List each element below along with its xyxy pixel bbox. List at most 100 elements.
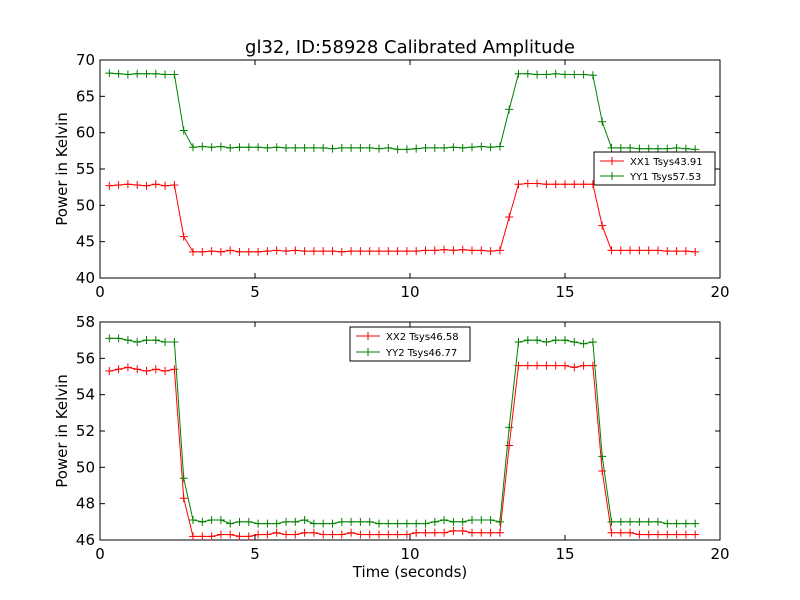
top-legend-marker-yy1 [608,172,616,180]
bottom-series-1-point-35 [430,517,439,526]
bottom-series-1-point-52 [588,337,597,346]
bottom-series-0-point-12 [216,530,225,539]
top-series-line-0 [109,183,696,253]
bottom-series-0-point-19 [282,530,290,539]
bottom-series-1-point-3 [133,337,142,346]
top-series-1-point-49 [561,70,569,79]
bottom-legend-label-yy2: YY2 Tsys46.77 [385,348,457,359]
top-series-0-point-11 [207,247,216,256]
top-y-tick-label-3: 55 [76,160,95,178]
top-series-1-point-19 [282,143,290,152]
top-series-1-point-0 [105,69,114,78]
top-series-0-point-12 [216,247,225,256]
top-series-0-point-21 [300,247,309,256]
top-series-0-point-2 [123,180,132,189]
bottom-series-1-point-28 [365,517,374,526]
bottom-series-0-point-51 [579,361,588,370]
bottom-y-tick-label-1: 48 [76,495,95,513]
bottom-legend-marker-xx2 [364,332,372,340]
top-series-1-point-26 [347,143,356,152]
top-series-1-point-4 [142,69,151,78]
bottom-series-1-point-50 [570,337,579,346]
bottom-series-0-point-36 [440,528,449,537]
bottom-series-0-point-42 [495,528,504,537]
bottom-legend-box [349,326,471,362]
bottom-series-0-point-56 [626,528,635,537]
bottom-series-1-point-18 [272,519,281,528]
bottom-series-0-point-50 [570,363,579,372]
bottom-series-1-point-61 [672,519,681,528]
top-series-0-point-28 [365,247,374,256]
bottom-series-1-point-49 [561,336,569,345]
top-series-1-point-57 [635,144,644,153]
bottom-series-0-point-3 [133,365,142,374]
top-series-0-point-4 [142,181,151,190]
bottom-series-line-0 [109,365,696,537]
bottom-series-0-point-11 [207,532,216,541]
bottom-series-0-point-59 [654,530,662,539]
top-series-0-point-8 [179,232,188,241]
top-series-1-point-25 [337,143,346,152]
chart-title: gl32, ID:58928 Calibrated Amplitude [245,37,575,58]
top-series-1-point-30 [384,143,393,152]
top-series-1-point-14 [235,143,244,152]
top-series-0-point-60 [663,247,672,256]
bottom-series-1-point-62 [681,519,690,528]
top-series-0-point-48 [551,180,560,189]
bottom-x-tick-label-3: 15 [555,545,574,563]
bottom-series-1-point-46 [533,336,542,345]
top-x-tick-label-0: 0 [95,283,105,301]
top-series-0-point-63 [691,247,700,256]
bottom-series-0-point-29 [375,530,383,539]
top-series-1-point-41 [486,143,495,152]
bottom-series-1-point-43 [505,423,514,432]
top-series-1-point-39 [468,143,476,152]
top-y-axis-label: Power in Kelvin [53,112,71,226]
bottom-series-0-point-27 [356,530,365,539]
top-series-0-point-25 [337,247,346,256]
top-series-1-point-46 [533,70,542,79]
top-series-0-point-34 [421,246,430,255]
top-series-0-point-49 [561,180,569,189]
top-series-1-point-1 [114,69,123,78]
top-series-1-point-36 [440,143,449,152]
top-series-1-point-37 [449,143,458,152]
top-series-1-point-23 [319,143,328,152]
bottom-series-1-point-45 [523,336,532,345]
top-series-0-point-41 [486,247,495,256]
top-series-0-point-18 [272,246,281,255]
top-series-1-point-9 [189,143,197,152]
top-series-1-point-31 [393,145,402,154]
top-series-1-point-47 [542,70,551,79]
top-series-1-point-60 [663,144,672,153]
bottom-series-group [105,334,700,541]
bottom-series-0-point-34 [421,528,430,537]
bottom-series-1-point-33 [412,519,421,528]
top-series-1-point-50 [570,70,579,79]
bottom-series-1-point-23 [319,519,328,528]
top-legend-label-yy1: YY1 Tsys57.53 [629,172,701,183]
top-series-0-point-62 [681,247,690,256]
bottom-series-0-point-55 [616,528,625,537]
top-series-0-point-51 [579,180,588,189]
bottom-series-0-point-38 [458,526,467,535]
top-series-0-point-5 [151,180,160,189]
top-legend: XX1 Tsys43.91 YY1 Tsys57.53 [593,151,716,186]
top-series-1-point-44 [514,69,523,78]
top-chart: 0 5 10 15 20 40 45 50 55 60 65 70 Power in Kelvin X… [53,51,730,301]
bottom-series-1-point-0 [105,334,114,343]
top-series-1-point-16 [254,143,263,152]
bottom-series-1-point-13 [226,519,235,528]
top-series-1-point-22 [309,143,318,152]
top-series-0-point-39 [468,246,476,255]
top-y-tick-label-0: 40 [76,269,95,287]
bottom-series-1-point-25 [337,517,346,526]
bottom-series-0-point-41 [486,528,495,537]
top-series-1-point-20 [291,143,300,152]
bottom-series-0-point-24 [328,530,337,539]
top-series-1-point-29 [375,144,383,153]
bottom-series-0-point-49 [561,361,569,370]
top-series-1-point-42 [495,142,504,151]
bottom-y-tick-label-5: 56 [76,349,95,367]
